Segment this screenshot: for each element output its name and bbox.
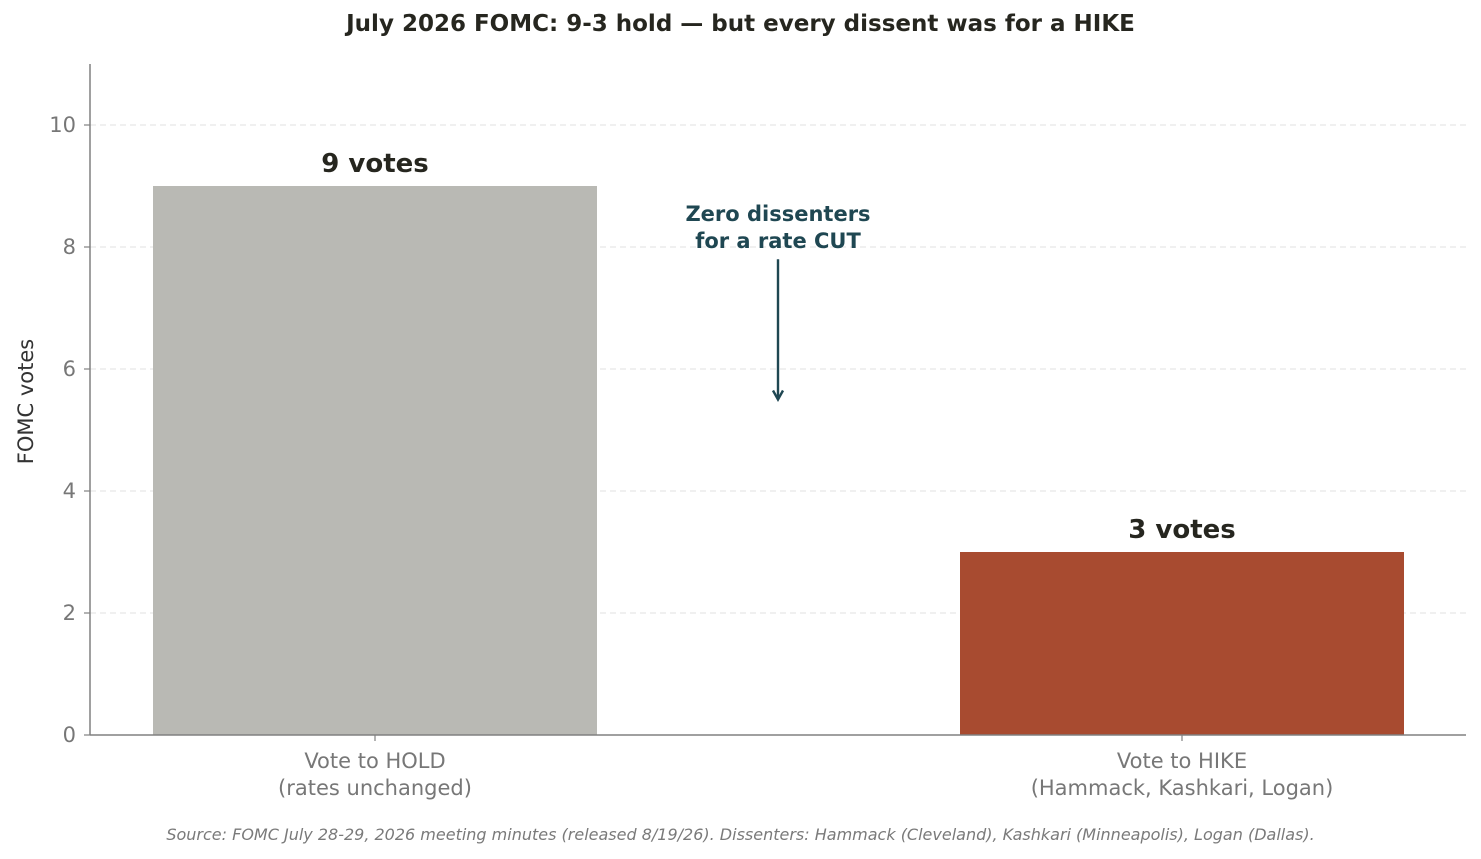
x-tick-label: (rates unchanged) <box>278 776 472 800</box>
annotation: Zero dissenters for a rate CUT <box>685 202 871 402</box>
annotation-arrow-head <box>771 389 785 402</box>
value-label: 3 votes <box>1128 515 1236 545</box>
x-tick-label: (Hammack, Kashkari, Logan) <box>1031 776 1334 800</box>
y-tick-label: 10 <box>49 113 76 137</box>
annotation-text: Zero dissenters <box>685 202 870 226</box>
labels: 9 votes 3 votes <box>321 149 1236 545</box>
x-tick-label: Vote to HOLD <box>304 749 445 773</box>
y-tick-label: 2 <box>63 601 76 625</box>
axes: 0 2 4 6 8 10 Vote to HOLD (rates unchanged) Vote… <box>14 64 1466 800</box>
annotation-text: for a rate CUT <box>695 229 861 253</box>
bar <box>153 186 597 735</box>
chart-title: July 2026 FOMC: 9-3 hold — but every dis… <box>346 11 1135 37</box>
bar <box>960 552 1404 735</box>
value-label: 9 votes <box>321 149 429 179</box>
y-tick-label: 0 <box>63 723 76 747</box>
bars <box>153 186 1404 735</box>
y-tick-label: 8 <box>63 235 76 259</box>
source-note: Source: FOMC July 28-29, 2026 meeting mi… <box>166 825 1315 844</box>
x-tick-label: Vote to HIKE <box>1117 749 1247 773</box>
y-axis-label: FOMC votes <box>14 339 38 464</box>
y-tick-label: 6 <box>63 357 76 381</box>
y-tick-label: 4 <box>63 479 76 503</box>
